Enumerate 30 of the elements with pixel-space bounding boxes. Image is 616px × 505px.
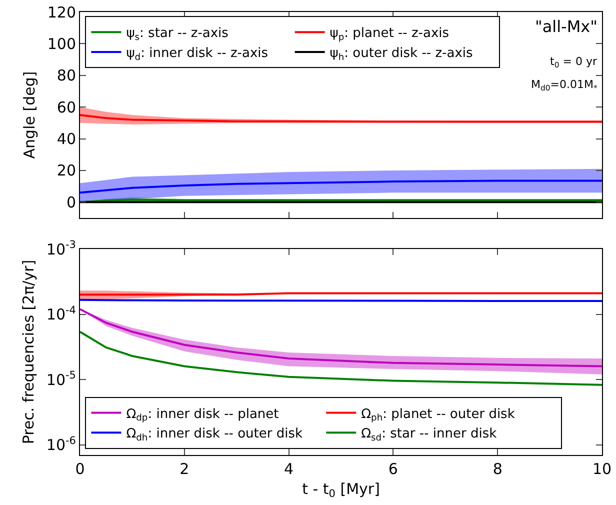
y-tick-label: 10$^{-6}$ [46,434,76,454]
x-tick-label: 4 [284,460,294,478]
x-tick-label: 10 [592,460,612,478]
legend-label: ψ$_{d}$: inner disk -- z-axis [126,46,268,63]
annotation: M$_{d0}$=0.01M$_{*}$ [531,78,598,92]
legend-label: ψ$_{p}$: planet -- z-axis [330,26,450,43]
y-tick-label: 80 [56,66,76,85]
y-tick-label: 20 [56,162,76,180]
y-axis-title: Prec. frequencies [2π/yr] [20,260,38,444]
y-tick-label: 120 [47,3,76,22]
y-tick-label: 10$^{-3}$ [46,238,76,258]
x-tick-label: 2 [180,460,190,478]
y-tick-label: 10$^{-4}$ [46,304,76,324]
annotation: "all-Mx" [535,17,598,36]
x-tick-label: 6 [388,460,398,478]
legend-label: Ω$_{ph}$: planet -- outer disk [361,406,516,424]
y-tick-label: 60 [56,98,76,116]
y-axis-title: Angle [deg] [20,71,39,159]
y-tick-label: 0 [66,193,76,212]
x-tick-label: 8 [492,460,502,478]
annotation: t$_{0}$ = 0 yr [550,55,598,70]
legend-label: Ω$_{sd}$: star -- inner disk [361,426,498,444]
x-axis-title: t - t$_{0}$ [Myr] [302,480,380,500]
legend-label: ψ$_{s}$: star -- z-axis [126,26,229,43]
y-tick-label: 100 [47,34,76,53]
legend-label: Ω$_{dp}$: inner disk -- planet [126,406,279,424]
legend-label: ψ$_{h}$: outer disk -- z-axis [330,46,474,63]
y-tick-label: 10$^{-5}$ [46,370,76,389]
y-tick-label: 40 [56,130,76,148]
legend-label: Ω$_{dh}$: inner disk -- outer disk [126,426,303,444]
